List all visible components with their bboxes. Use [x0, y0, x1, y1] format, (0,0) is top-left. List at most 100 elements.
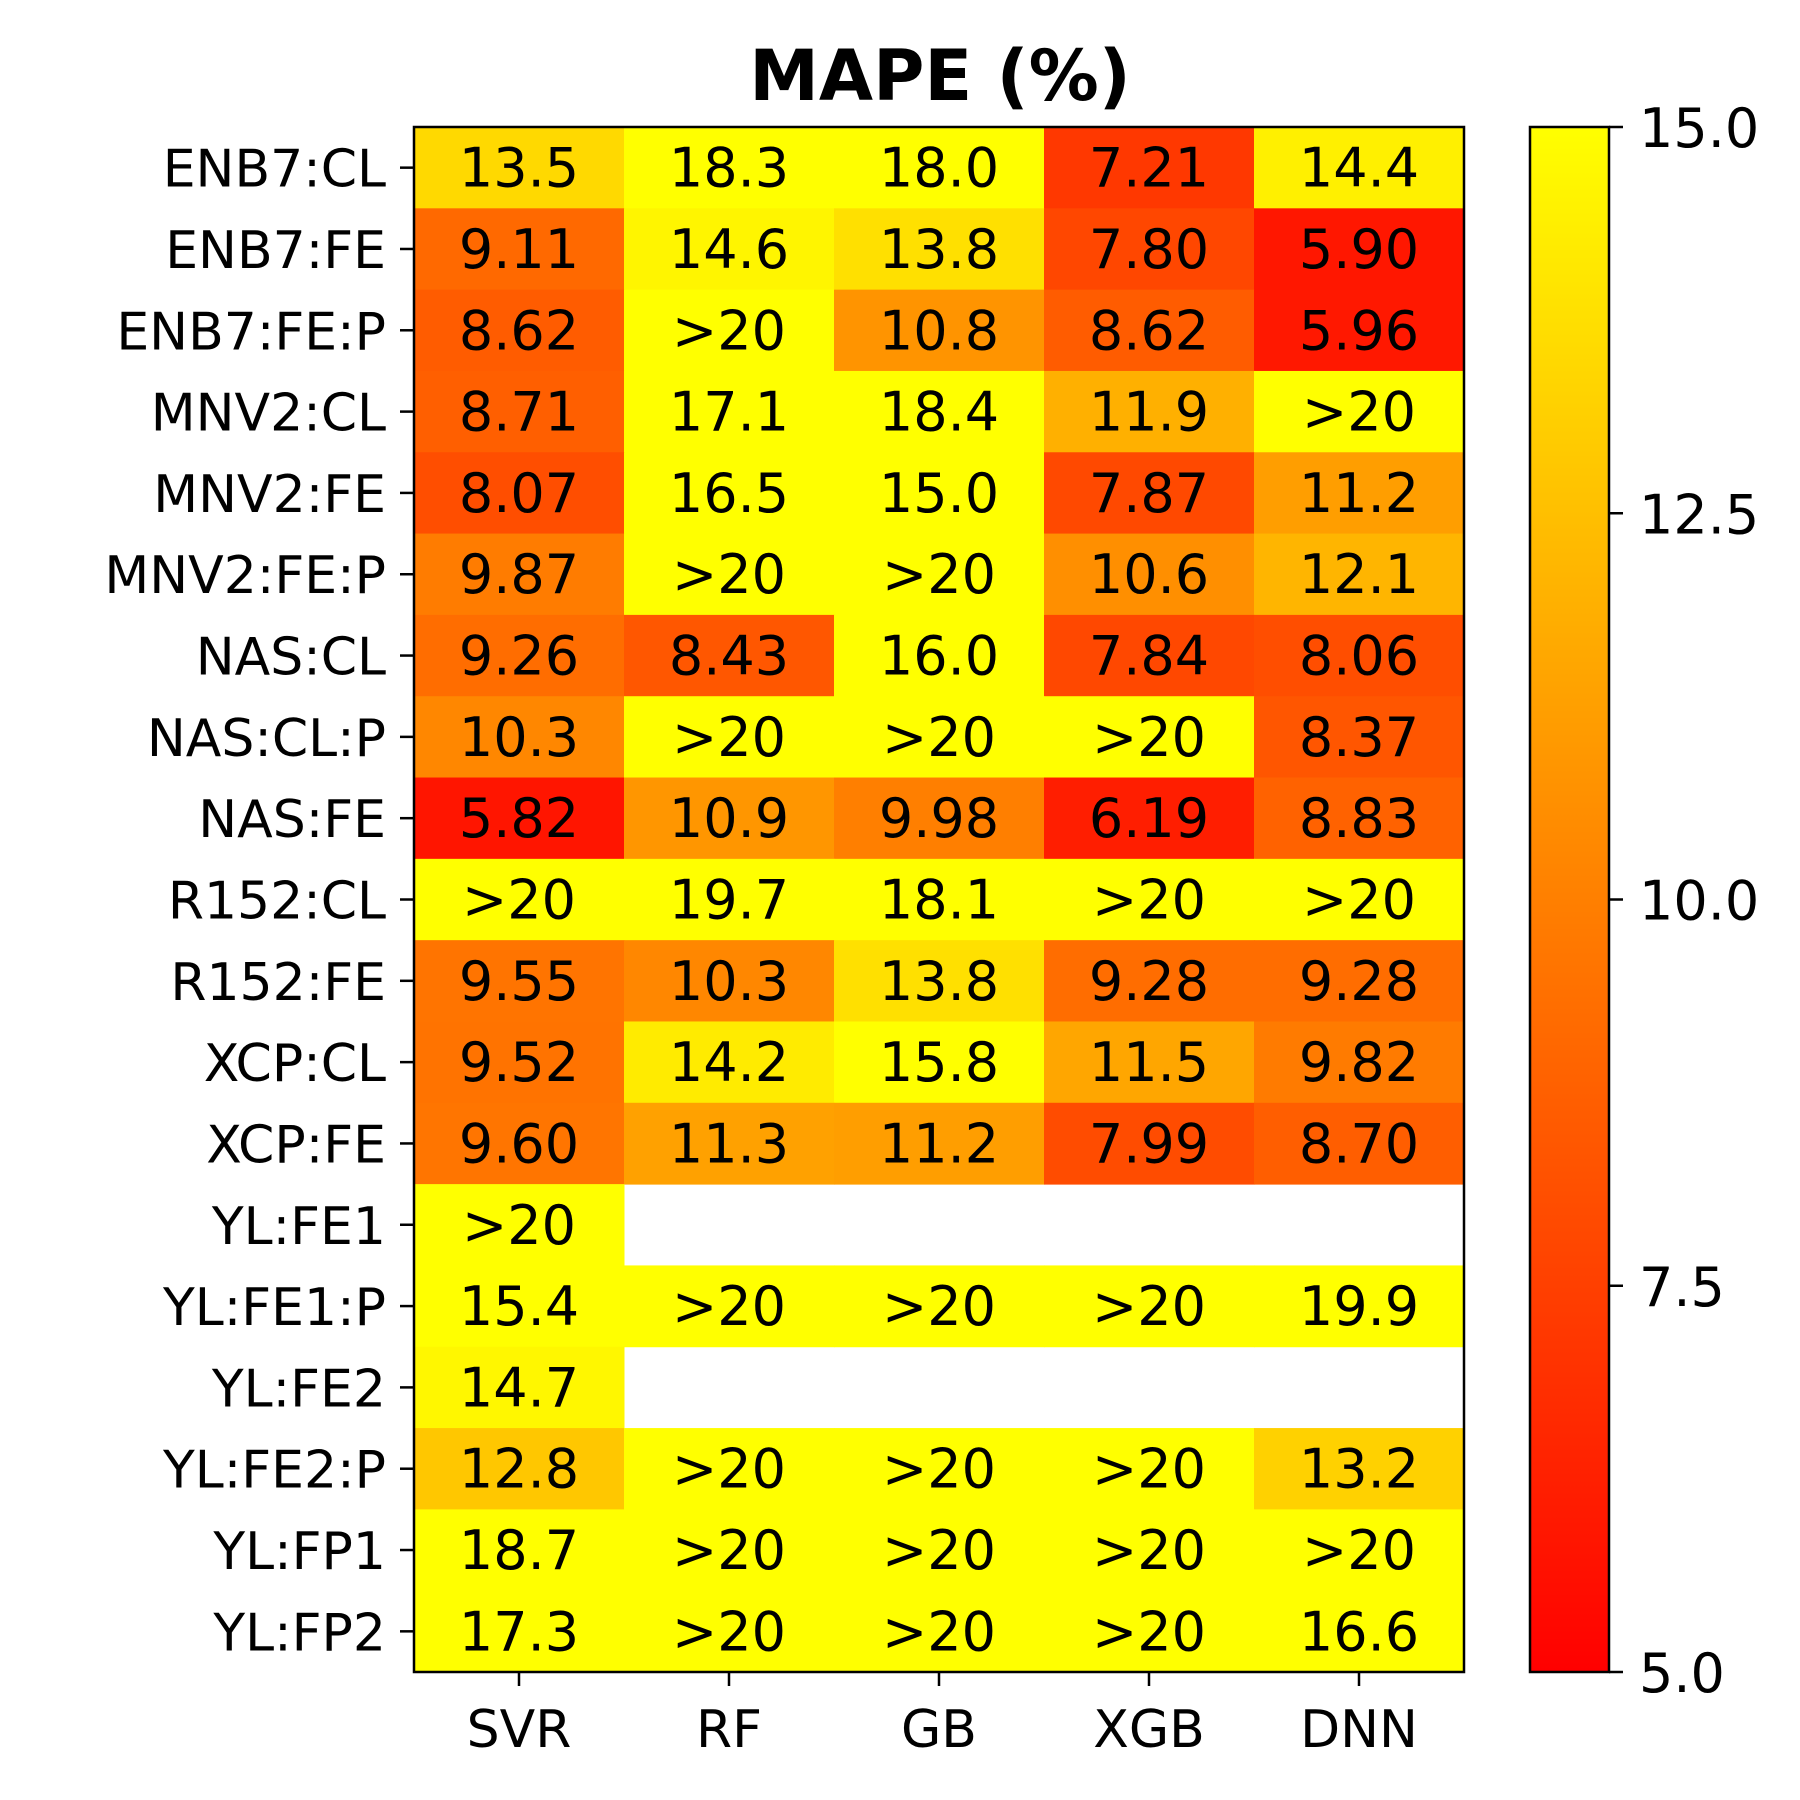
row-label-r152-cl: R152:CL — [168, 872, 386, 932]
cell-label-mnv2-fe-p-rf: >20 — [672, 543, 786, 606]
cell-r152-cl-gb — [834, 858, 1045, 941]
cell-label-enb7-cl-dnn: 14.4 — [1299, 137, 1419, 200]
cell-label-xcp-fe-gb: 11.2 — [879, 1112, 999, 1175]
cell-label-xcp-cl-rf: 14.2 — [669, 1031, 789, 1094]
cell-label-yl-fe1-p-rf: >20 — [672, 1275, 786, 1338]
cell-yl-fe2-p-gb — [834, 1428, 1045, 1510]
cell-yl-fe2-p-rf — [624, 1428, 835, 1510]
cell-xcp-fe-rf — [624, 1102, 835, 1185]
cell-label-mnv2-fe-dnn: 11.2 — [1299, 462, 1419, 525]
cell-nas-cl-svr — [414, 614, 625, 697]
cell-label-yl-fp1-rf: >20 — [672, 1519, 786, 1582]
cell-label-mnv2-fe-p-gb: >20 — [882, 543, 996, 606]
cell-enb7-cl-gb — [834, 127, 1045, 209]
chart-title: MAPE (%) — [749, 35, 1130, 117]
cell-xcp-cl-xgb — [1044, 1021, 1255, 1104]
cell-r152-cl-rf — [624, 858, 835, 941]
cell-label-enb7-fe-svr: 9.11 — [459, 218, 579, 281]
row-label-xcp-fe: XCP:FE — [206, 1115, 386, 1175]
cell-mnv2-cl-dnn — [1254, 370, 1465, 453]
cell-yl-fe2-p-svr — [414, 1428, 625, 1510]
cell-label-yl-fe2-p-xgb: >20 — [1092, 1438, 1206, 1501]
col-label-svr: SVR — [467, 1700, 572, 1760]
cell-xcp-cl-dnn — [1254, 1021, 1465, 1104]
cell-enb7-fe-p-dnn — [1254, 289, 1465, 372]
cell-label-yl-fp1-svr: 18.7 — [459, 1519, 579, 1582]
cell-nas-fe-xgb — [1044, 777, 1255, 860]
cell-label-r152-fe-rf: 10.3 — [669, 950, 789, 1013]
cell-nas-cl-p-svr — [414, 696, 625, 779]
cell-mnv2-fe-svr — [414, 452, 625, 535]
row-label-yl-fp2: YL:FP2 — [212, 1603, 386, 1663]
cell-label-yl-fe2-p-gb: >20 — [882, 1438, 996, 1501]
row-label-r152-fe: R152:FE — [170, 953, 386, 1013]
cell-label-yl-fp2-svr: 17.3 — [459, 1600, 579, 1663]
cell-yl-fp1-svr — [414, 1509, 625, 1592]
cell-label-yl-fe1-p-xgb: >20 — [1092, 1275, 1206, 1338]
cell-label-enb7-fe-rf: 14.6 — [669, 218, 789, 281]
row-label-yl-fe2: YL:FE2 — [211, 1359, 386, 1419]
cell-label-yl-fe1-p-gb: >20 — [882, 1275, 996, 1338]
cell-label-xcp-fe-svr: 9.60 — [459, 1112, 579, 1175]
row-label-mnv2-cl: MNV2:CL — [151, 384, 386, 444]
row-label-yl-fe2-p: YL:FE2:P — [162, 1441, 386, 1501]
colorbar-label-10-0: 10.0 — [1639, 870, 1759, 933]
cell-enb7-fe-p-rf — [624, 289, 835, 372]
cell-nas-fe-dnn — [1254, 777, 1465, 860]
cell-label-enb7-cl-rf: 18.3 — [669, 137, 789, 200]
cell-r152-fe-dnn — [1254, 940, 1465, 1022]
cell-mnv2-cl-rf — [624, 370, 835, 453]
cell-label-xcp-fe-dnn: 8.70 — [1299, 1112, 1419, 1175]
cell-label-r152-fe-dnn: 9.28 — [1299, 950, 1419, 1013]
colorbar-label-12-5: 12.5 — [1639, 483, 1759, 546]
cell-label-mnv2-fe-p-svr: 9.87 — [459, 543, 579, 606]
cell-mnv2-fe-p-dnn — [1254, 533, 1465, 616]
cell-label-yl-fe2-p-dnn: 13.2 — [1299, 1438, 1419, 1501]
row-label-nas-cl: NAS:CL — [196, 628, 386, 688]
cell-label-nas-cl-p-xgb: >20 — [1092, 706, 1206, 769]
cell-label-mnv2-cl-svr: 8.71 — [459, 381, 579, 444]
cell-label-yl-fp1-xgb: >20 — [1092, 1519, 1206, 1582]
cell-yl-fe1-p-rf — [624, 1265, 835, 1348]
heatmap-cell-labels: 13.5 18.3 18.0 7.21 14.4 9.11 14.6 13.8 7.80 5.90… — [459, 137, 1419, 1664]
cell-label-mnv2-cl-gb: 18.4 — [879, 381, 999, 444]
cell-xcp-cl-gb — [834, 1021, 1045, 1104]
cell-label-enb7-fe-dnn: 5.90 — [1299, 218, 1419, 281]
cell-label-yl-fe2-p-rf: >20 — [672, 1438, 786, 1501]
cell-yl-fp1-xgb — [1044, 1509, 1255, 1592]
row-label-nas-cl-p: NAS:CL:P — [147, 709, 386, 769]
cell-label-enb7-cl-svr: 13.5 — [459, 137, 579, 200]
colorbar-label-7-5: 7.5 — [1639, 1256, 1725, 1319]
cell-r152-cl-dnn — [1254, 858, 1465, 941]
colorbar-label-5-0: 5.0 — [1639, 1642, 1725, 1705]
cell-label-mnv2-cl-rf: 17.1 — [669, 381, 789, 444]
cell-label-enb7-fe-p-xgb: 8.62 — [1089, 299, 1209, 362]
cell-label-nas-cl-rf: 8.43 — [669, 625, 789, 688]
cell-label-enb7-cl-gb: 18.0 — [879, 137, 999, 200]
cell-yl-fp2-xgb — [1044, 1590, 1255, 1673]
cell-mnv2-fe-p-svr — [414, 533, 625, 616]
cell-enb7-cl-svr — [414, 127, 625, 209]
row-label-enb7-cl: ENB7:CL — [163, 140, 386, 200]
cell-yl-fe2-svr — [414, 1346, 625, 1429]
cell-yl-fe1-svr — [414, 1184, 625, 1266]
cell-enb7-fe-gb — [834, 208, 1045, 291]
cell-label-yl-fp2-dnn: 16.6 — [1299, 1600, 1419, 1663]
cell-mnv2-fe-xgb — [1044, 452, 1255, 535]
row-label-enb7-fe: ENB7:FE — [165, 221, 386, 281]
cell-label-r152-fe-xgb: 9.28 — [1089, 950, 1209, 1013]
cell-label-nas-cl-svr: 9.26 — [459, 625, 579, 688]
cell-nas-cl-p-xgb — [1044, 696, 1255, 779]
x-axis: SVR RF GB XGB DNN — [467, 1672, 1418, 1760]
cell-mnv2-fe-p-xgb — [1044, 533, 1255, 616]
cell-label-r152-cl-xgb: >20 — [1092, 869, 1206, 932]
row-label-nas-fe: NAS:FE — [198, 790, 386, 850]
cell-r152-fe-svr — [414, 940, 625, 1022]
col-label-xgb: XGB — [1093, 1700, 1205, 1760]
cell-mnv2-fe-rf — [624, 452, 835, 535]
cell-yl-fp1-rf — [624, 1509, 835, 1592]
cell-label-mnv2-fe-p-xgb: 10.6 — [1089, 543, 1209, 606]
cell-label-yl-fp2-rf: >20 — [672, 1600, 786, 1663]
cell-label-xcp-cl-xgb: 11.5 — [1089, 1031, 1209, 1094]
colorbar-label-15-0: 15.0 — [1639, 97, 1759, 160]
